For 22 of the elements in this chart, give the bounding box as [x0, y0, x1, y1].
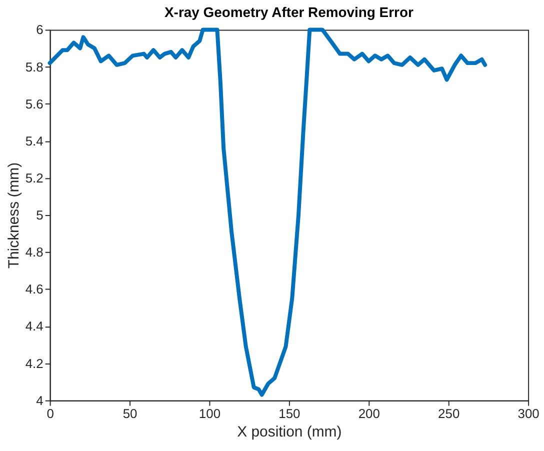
- x-tick-label: 100: [198, 406, 221, 421]
- y-tick-label: 5: [36, 208, 44, 223]
- y-tick-label: 5.4: [25, 133, 44, 148]
- x-tick-label: 0: [46, 406, 54, 421]
- x-tick-label: 200: [358, 406, 380, 421]
- y-tick-label: 4.4: [25, 318, 44, 334]
- x-tick-label: 150: [278, 406, 300, 421]
- y-tick-label: 5.6: [25, 96, 44, 112]
- x-tick-label: 300: [518, 406, 540, 421]
- y-tick-label: 5.8: [25, 59, 44, 74]
- y-tick-label: 6: [36, 22, 44, 38]
- chart-title: X-ray Geometry After Removing Error: [164, 4, 414, 20]
- y-tick-label: 4.2: [25, 356, 44, 371]
- y-tick-label: 4: [36, 392, 44, 408]
- y-tick-label: 5.2: [25, 170, 44, 186]
- y-axis-title: Thickness (mm): [5, 162, 22, 269]
- x-axis-title: X position (mm): [237, 424, 342, 441]
- y-tick-label: 4.6: [25, 282, 44, 297]
- y-tick-label: 4.8: [25, 244, 44, 260]
- line-series: [48, 28, 488, 397]
- x-tick-label: 250: [438, 406, 460, 421]
- x-tick-label: 50: [122, 406, 138, 421]
